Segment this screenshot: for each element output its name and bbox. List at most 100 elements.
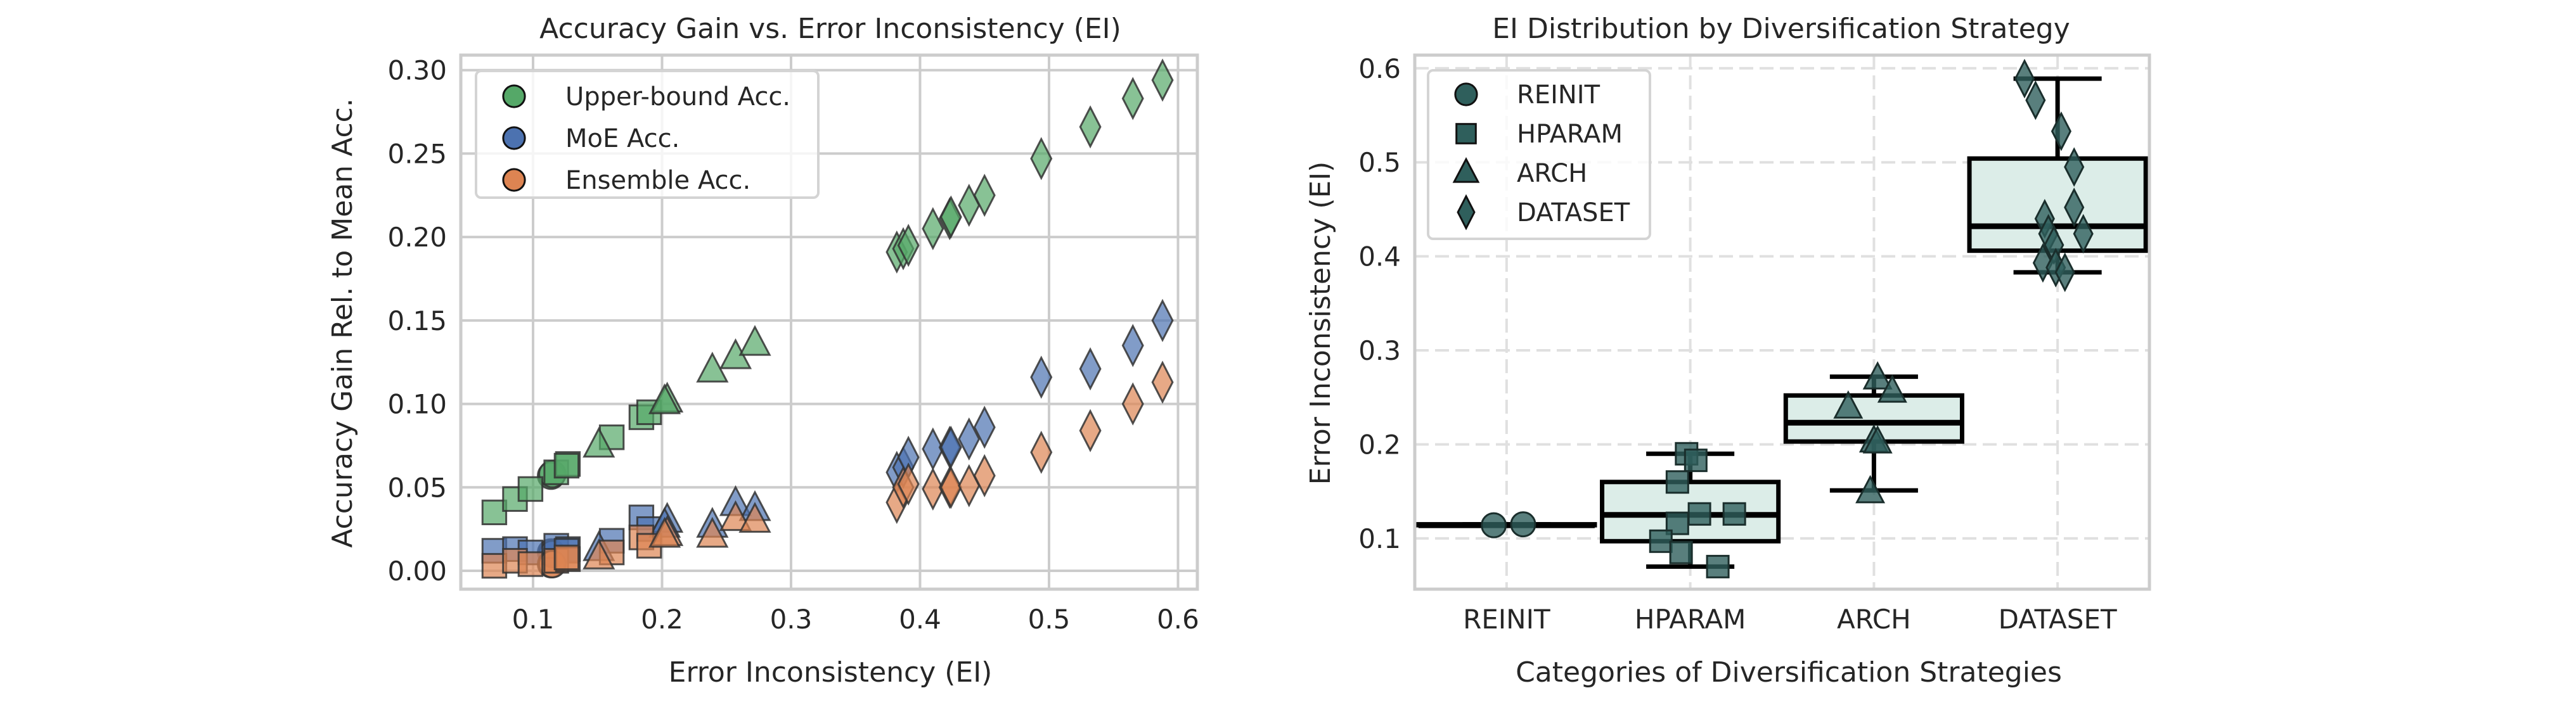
boxplot-points bbox=[1481, 58, 2094, 578]
scatter-point-moe-dataset bbox=[1121, 324, 1144, 367]
scatter-point-ensemble-dataset bbox=[939, 466, 962, 509]
scatter-x-axis-label: Error Inconsistency (EI) bbox=[669, 656, 993, 689]
boxplot-point-reinit bbox=[1510, 511, 1536, 538]
scatter-point-upper-bound-dataset bbox=[922, 207, 944, 251]
scatter-x-tick-label: 0.1 bbox=[512, 604, 555, 635]
scatter-point-ensemble-dataset bbox=[1030, 430, 1053, 475]
boxplot-y-tick-label: 0.5 bbox=[1358, 147, 1401, 178]
boxplot-x-tick-label: ARCH bbox=[1837, 604, 1911, 635]
boxplot-y-tick-label: 0.6 bbox=[1358, 53, 1401, 84]
boxplot-y-tick-label: 0.1 bbox=[1358, 523, 1401, 554]
scatter-marks bbox=[481, 58, 1174, 579]
boxplot-point-dataset bbox=[2054, 252, 2075, 293]
scatter-point-moe-dataset bbox=[1151, 298, 1174, 342]
scatter-point-moe-dataset bbox=[958, 417, 981, 461]
scatter-point-upper-bound-arch bbox=[583, 426, 615, 458]
boxplot-point-arch bbox=[1862, 361, 1893, 390]
scatter-y-ticks: 0.00 0.05 0.10 0.15 0.20 0.25 0.30 bbox=[387, 55, 447, 587]
boxplot-point-arch bbox=[1833, 390, 1864, 419]
scatter-y-tick-label: 0.05 bbox=[387, 472, 447, 503]
boxplot-point-hparam bbox=[1669, 540, 1693, 564]
scatter-title: Accuracy Gain vs. Error Inconsistency (E… bbox=[539, 13, 1121, 45]
scatter-point-upper-bound-dataset bbox=[939, 195, 962, 239]
scatter-point-ensemble-hparam bbox=[553, 544, 580, 571]
boxplot-legend-label: DATASET bbox=[1517, 198, 1630, 227]
scatter-legend-label: Ensemble Acc. bbox=[565, 166, 750, 195]
scatter-panel: Accuracy Gain vs. Error Inconsistency (E… bbox=[326, 13, 1199, 689]
scatter-y-tick-label: 0.15 bbox=[387, 305, 447, 336]
scatter-point-ensemble-dataset bbox=[973, 454, 996, 497]
boxplot-point-arch bbox=[1855, 475, 1886, 504]
boxplot-legend-label: REINIT bbox=[1517, 80, 1600, 110]
scatter-point-ensemble-dataset bbox=[1151, 360, 1174, 404]
scatter-legend-label: Upper-bound Acc. bbox=[565, 82, 790, 111]
scatter-legend-marker-icon bbox=[502, 126, 526, 150]
boxplot-legend-items: REINIT HPARAM ARCH DATASET bbox=[1452, 80, 1630, 231]
scatter-legend-marker-icon bbox=[502, 168, 526, 192]
scatter-point-moe-dataset bbox=[973, 405, 996, 449]
scatter-point-ensemble-arch bbox=[583, 538, 615, 570]
boxplot-y-ticks: 0.1 0.2 0.3 0.4 0.5 0.6 bbox=[1358, 53, 1401, 554]
boxplot-point-hparam bbox=[1706, 554, 1730, 578]
scatter-axes-frame bbox=[459, 53, 1199, 591]
scatter-point-ensemble-dataset bbox=[1079, 409, 1102, 452]
scatter-y-tick-label: 0.25 bbox=[387, 138, 447, 169]
boxplot-title: EI Distribution by Diversification Strat… bbox=[1492, 13, 2070, 45]
scatter-point-ensemble-dataset bbox=[897, 462, 920, 506]
boxplot-legend-circle-icon bbox=[1454, 82, 1478, 106]
boxplot-legend-label: ARCH bbox=[1517, 159, 1587, 188]
scatter-point-upper-bound-dataset bbox=[1030, 137, 1053, 181]
scatter-point-upper-bound-arch bbox=[738, 324, 771, 356]
scatter-point-ensemble-arch bbox=[719, 500, 752, 532]
scatter-point-upper-bound-dataset bbox=[1121, 77, 1144, 120]
scatter-point-moe-dataset bbox=[1079, 347, 1102, 391]
scatter-legend-marker-icon bbox=[502, 84, 526, 108]
scatter-legend: Upper-bound Acc. MoE Acc. Ensemble Acc. bbox=[475, 70, 820, 199]
boxplot-point-reinit bbox=[1481, 512, 1507, 538]
scatter-point-ensemble-arch bbox=[696, 516, 729, 548]
scatter-y-tick-label: 0.30 bbox=[387, 55, 447, 86]
boxplot-y-tick-label: 0.3 bbox=[1358, 335, 1401, 366]
scatter-legend-label: MoE Acc. bbox=[565, 124, 679, 153]
boxplot-point-hparam bbox=[1722, 502, 1746, 526]
scatter-x-tick-label: 0.3 bbox=[770, 604, 813, 635]
scatter-point-upper-bound-hparam bbox=[553, 452, 580, 479]
boxplot-legend-box bbox=[1427, 69, 1651, 240]
scatter-point-ensemble-dataset bbox=[1121, 382, 1144, 426]
scatter-point-upper-bound-dataset bbox=[1151, 58, 1174, 102]
scatter-point-ensemble-dataset bbox=[922, 467, 944, 511]
scatter-point-upper-bound-arch bbox=[696, 352, 729, 383]
scatter-point-moe-dataset bbox=[1030, 355, 1053, 399]
boxplot-y-axis-label: Error Inconsistency (EI) bbox=[1304, 162, 1337, 485]
boxplot-point-dataset bbox=[2051, 111, 2072, 151]
boxplot-point-hparam bbox=[1665, 470, 1689, 494]
scatter-point-ensemble-arch bbox=[738, 502, 771, 533]
scatter-legend-box bbox=[475, 70, 820, 199]
boxplot-point-dataset bbox=[2014, 58, 2035, 99]
boxplot-panel: EI Distribution by Diversification Strat… bbox=[1304, 13, 2151, 689]
boxplot-legend-square-icon bbox=[1455, 123, 1477, 144]
scatter-point-upper-bound-dataset bbox=[897, 224, 920, 267]
boxplot-point-hparam bbox=[1687, 502, 1711, 526]
boxplot-x-ticks: REINIT HPARAM ARCH DATASET bbox=[1463, 604, 2117, 635]
scatter-y-tick-label: 0.20 bbox=[387, 222, 447, 253]
scatter-point-upper-bound-dataset bbox=[973, 174, 996, 217]
scatter-x-tick-label: 0.5 bbox=[1028, 604, 1071, 635]
scatter-point-ensemble-hparam bbox=[517, 551, 544, 577]
boxplot-axes-frame bbox=[1413, 53, 2151, 591]
scatter-y-tick-label: 0.10 bbox=[387, 389, 447, 420]
boxplot-point-dataset bbox=[2064, 147, 2085, 187]
scatter-y-tick-label: 0.00 bbox=[387, 556, 447, 587]
scatter-x-tick-label: 0.4 bbox=[899, 604, 941, 635]
boxplot-point-dataset bbox=[2073, 213, 2094, 254]
scatter-point-upper-bound-dataset bbox=[1079, 105, 1102, 149]
scatter-legend-items: Upper-bound Acc. MoE Acc. Ensemble Acc. bbox=[502, 82, 790, 195]
boxplot-point-dataset bbox=[2032, 243, 2054, 283]
boxplot-point-dataset bbox=[2064, 188, 2085, 227]
scatter-y-axis-label: Accuracy Gain Rel. to Mean Acc. bbox=[326, 98, 359, 548]
scatter-point-upper-bound-hparam bbox=[517, 476, 544, 502]
boxplot-legend-label: HPARAM bbox=[1517, 120, 1623, 149]
boxplot-legend: REINIT HPARAM ARCH DATASET bbox=[1427, 69, 1651, 240]
